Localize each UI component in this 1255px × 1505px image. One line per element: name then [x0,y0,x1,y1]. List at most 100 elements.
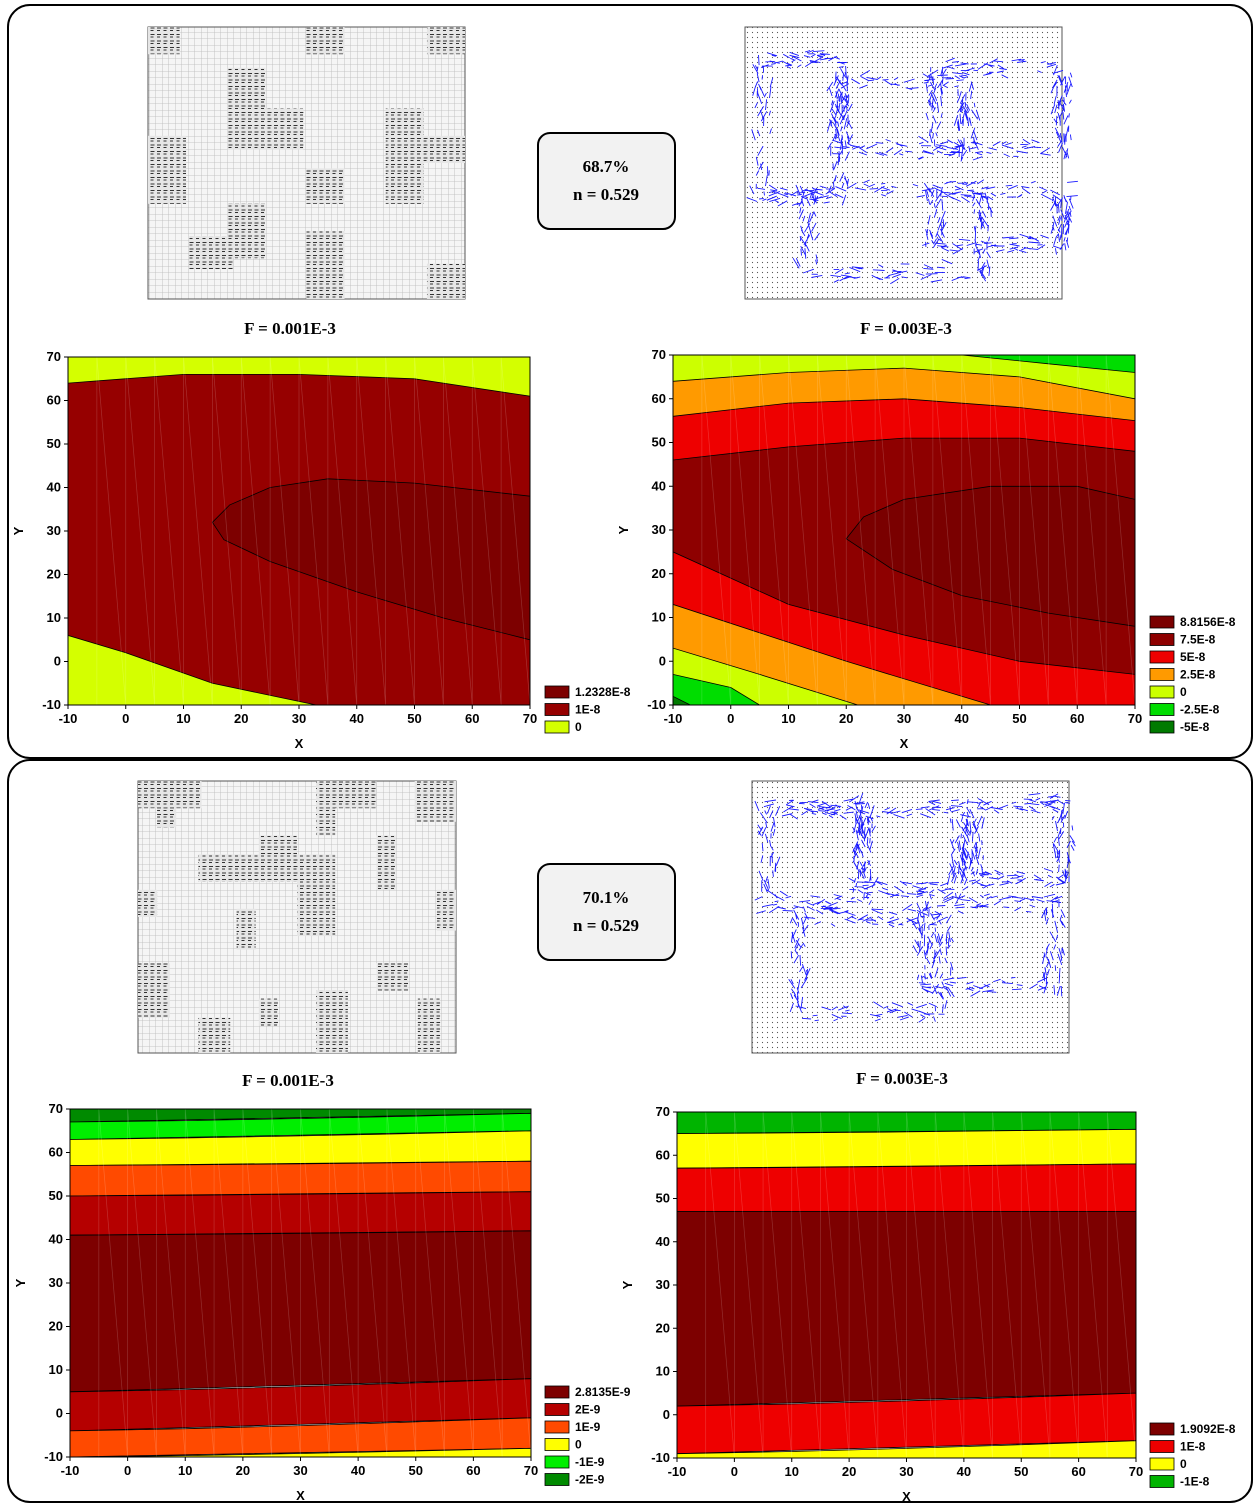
x-tick-label: 50 [407,711,421,726]
mesh-block [306,168,345,204]
y-tick-label: 50 [656,1191,670,1206]
x-tick-label: 70 [1128,711,1142,726]
contour-band [673,673,761,705]
y-tick-label: 50 [49,1188,63,1203]
chart-title: F = 0.003E-3 [860,319,952,338]
legend-swatch [1149,1422,1175,1436]
legend-swatch [1149,650,1175,664]
contour-band [70,1112,531,1140]
legend-swatch [544,720,570,734]
y-tick-label: 20 [656,1320,670,1335]
legend-label: 0 [1180,685,1187,699]
x-tick-label: 50 [409,1463,423,1478]
contour-band [70,1109,531,1123]
legend-swatch [544,685,570,699]
x-tick-label: 20 [839,711,853,726]
chart-title: F = 0.001E-3 [242,1071,334,1090]
mesh-block [148,27,180,55]
legend-label: 0 [575,1438,582,1452]
x-axis-label: X [902,1489,911,1504]
legend-swatch [1149,633,1175,646]
y-axis-label: Y [13,1278,28,1287]
x-tick-label: 70 [1129,1464,1143,1479]
x-tick-label: 30 [293,1463,307,1478]
wireframe [96,357,530,705]
y-axis-label: Y [620,1280,635,1289]
n-label: n = 0.529 [573,185,639,204]
n-label: n = 0.529 [573,916,639,935]
y-tick-label: 40 [656,1234,670,1249]
mesh-block [316,808,336,836]
legend-swatch [1149,668,1175,681]
x-tick-label: 0 [727,711,734,726]
x-tick-label: -10 [61,1463,80,1478]
legend-label: 1E-9 [575,1420,601,1434]
y-tick-label: -10 [651,1450,670,1465]
legend-label: 2E-9 [575,1403,601,1417]
mesh-block [198,1017,231,1053]
x-tick-label: 50 [1014,1464,1028,1479]
x-tick-label: 70 [523,711,537,726]
legend-label: 2.5E-8 [1180,668,1216,682]
legend-label: 1.2328E-8 [575,685,631,699]
legend-swatch [1149,703,1175,716]
y-tick-label: 60 [656,1147,670,1162]
legend-swatch [1149,685,1175,699]
legend-label: 0 [1180,1457,1187,1471]
y-tick-label: 0 [663,1407,670,1422]
x-tick-label: 30 [897,711,911,726]
y-tick-label: 10 [49,1362,63,1377]
y-axis-label: Y [11,526,26,535]
x-tick-label: 60 [465,711,479,726]
contour-band [961,355,1135,373]
y-tick-label: 10 [47,610,61,625]
y-tick-label: 10 [656,1364,670,1379]
chart-title: F = 0.001E-3 [244,319,336,338]
x-tick-label: 10 [781,711,795,726]
y-axis-label: Y [616,525,631,534]
y-tick-label: -10 [42,697,61,712]
legend-label: 5E-8 [1180,650,1206,664]
mesh-block [306,27,345,55]
mesh-block [198,854,259,882]
legend-swatch [544,1438,570,1451]
legend-label: 0 [575,720,582,734]
legend-label: 1E-8 [575,703,601,717]
legend-label: 8.8156E-8 [1180,615,1236,629]
legend-swatch [1149,720,1175,734]
x-tick-label: 10 [176,711,190,726]
mesh-block [316,990,348,1053]
velocity-vectors [746,49,1078,285]
x-tick-label: 60 [466,1463,480,1478]
contour-band [677,1440,1136,1458]
x-tick-label: 40 [351,1463,365,1478]
x-tick-label: 30 [899,1464,913,1479]
x-axis-label: X [900,736,909,751]
y-tick-label: 70 [652,347,666,362]
mesh-block [138,963,170,1018]
legend-label: 1.9092E-8 [1180,1422,1236,1436]
x-tick-label: 20 [234,711,248,726]
wireframe [98,1109,531,1457]
y-tick-label: 50 [47,436,61,451]
y-tick-label: 40 [47,480,61,495]
contour-band [845,485,1135,627]
y-tick-label: 70 [49,1101,63,1116]
y-tick-label: -10 [44,1449,63,1464]
x-tick-label: 40 [955,711,969,726]
velocity-field [751,780,1070,1054]
legend-swatch [544,703,570,716]
legend-swatch [1149,1457,1175,1471]
legend-swatch [544,1420,570,1434]
contour-band [70,1417,531,1457]
mesh-block [258,998,278,1026]
contour-band [677,1211,1136,1407]
mesh-block [376,963,409,991]
mesh-block [157,808,177,828]
x-tick-label: -10 [668,1464,687,1479]
panel-frame [7,759,1253,1503]
legend-label: 1E-8 [1180,1440,1206,1454]
y-tick-label: -10 [647,697,666,712]
